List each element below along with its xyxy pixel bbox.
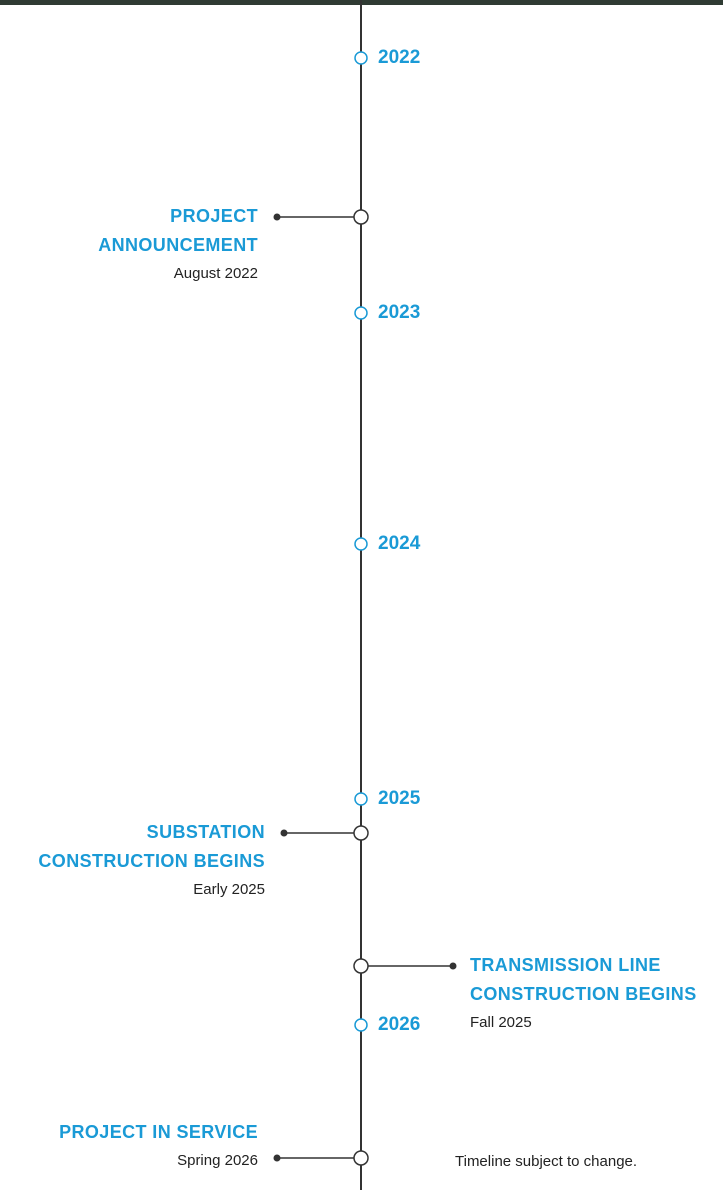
year-label: 2026 <box>378 1014 420 1035</box>
year-label: 2022 <box>378 47 420 68</box>
event-title: CONSTRUCTION BEGINS <box>38 851 265 871</box>
event-title: CONSTRUCTION BEGINS <box>470 984 697 1004</box>
year-label: 2025 <box>378 788 421 809</box>
year-marker <box>355 52 367 64</box>
page: 2022 2023 2024 2025 2026 PROJECT ANNOUNCEMENT A… <box>0 0 723 1190</box>
event-title: PROJECT IN SERVICE <box>59 1122 258 1142</box>
event-marker <box>354 826 368 840</box>
footnote: Timeline subject to change. <box>455 1153 637 1170</box>
event-title: TRANSMISSION LINE <box>470 955 661 975</box>
year-marker <box>355 307 367 319</box>
event-title: PROJECT <box>170 206 258 226</box>
timeline: 2022 2023 2024 2025 2026 PROJECT ANNOUNCEMENT A… <box>0 0 723 1190</box>
event-date: August 2022 <box>174 265 258 282</box>
event-marker <box>354 959 368 973</box>
event-marker <box>354 1151 368 1165</box>
connector-dot <box>281 830 288 837</box>
event-date: Early 2025 <box>193 881 265 898</box>
event-date: Spring 2026 <box>177 1152 258 1169</box>
event-date: Fall 2025 <box>470 1014 532 1031</box>
year-marker <box>355 793 367 805</box>
event-title: ANNOUNCEMENT <box>98 235 258 255</box>
connector-dot <box>274 1155 281 1162</box>
year-marker <box>355 538 367 550</box>
connector-dot <box>450 963 457 970</box>
connector-dot <box>274 214 281 221</box>
year-label: 2024 <box>378 533 421 554</box>
year-marker <box>355 1019 367 1031</box>
event-marker <box>354 210 368 224</box>
year-label: 2023 <box>378 302 420 323</box>
event-title: SUBSTATION <box>147 822 265 842</box>
